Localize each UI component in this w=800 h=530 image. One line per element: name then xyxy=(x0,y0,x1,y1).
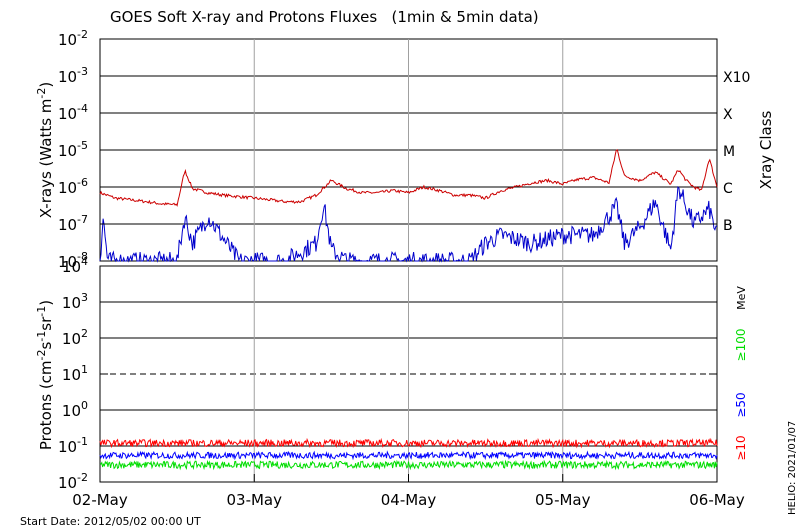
xray-y-tick-label: 10-4 xyxy=(58,102,88,123)
proton-y-ticks: 10-2 10-1 100 101 102 103 104 xyxy=(58,255,717,492)
xray-class-axis-label: Xray Class xyxy=(757,110,775,189)
xray-y-tick-label: 10-7 xyxy=(58,213,88,234)
proton-series-0 xyxy=(99,437,718,449)
xray-short-series xyxy=(99,185,718,263)
x-tick-label: 03-May xyxy=(226,491,282,509)
proton-legend-entry: ≥50 xyxy=(734,392,748,417)
proton-y-tick-label: 10-2 xyxy=(58,471,88,492)
proton-y-tick-label: 101 xyxy=(62,363,88,384)
xray-class-label: C xyxy=(723,181,733,197)
proton-gridlines xyxy=(100,266,717,482)
proton-legend-entry: ≥100 xyxy=(734,329,748,362)
proton-y-tick-label: 104 xyxy=(62,255,88,276)
proton-series-2 xyxy=(99,459,718,471)
xray-y-axis-label: X-rays (Watts m-2) xyxy=(35,82,55,218)
x-tick-label: 04-May xyxy=(381,491,437,509)
helio-tag: HELIO: 2021/01/07 xyxy=(787,421,798,515)
xray-y-tick-label: 10-8 xyxy=(58,250,88,271)
proton-legend-entry: ≥10 xyxy=(734,435,748,460)
start-date-label: Start Date: 2012/05/02 00:00 UT xyxy=(20,515,201,528)
xray-class-labels: B C M X X10 xyxy=(723,70,750,234)
proton-y-tick-label: 102 xyxy=(62,327,88,348)
xray-gridlines xyxy=(100,39,717,261)
proton-legend: ≥10 ≥50 ≥100 xyxy=(734,329,748,461)
xray-class-label: M xyxy=(723,144,735,160)
xray-panel: 10-8 10-7 10-6 10-5 10-4 10-3 10-2 B C M X X10 X-r… xyxy=(35,28,775,271)
proton-series-1 xyxy=(99,450,718,461)
proton-series-group xyxy=(99,437,718,471)
xray-long-series xyxy=(99,149,718,207)
proton-y-tick-label: 10-1 xyxy=(58,435,88,456)
x-tick-labels: 02-May 03-May 04-May 05-May 06-May xyxy=(72,474,745,509)
xray-class-label: X xyxy=(723,107,733,123)
xray-class-label: B xyxy=(723,218,733,234)
x-tick-label: 06-May xyxy=(689,491,745,509)
x-tick-label: 02-May xyxy=(72,491,128,509)
xray-y-tick-label: 10-5 xyxy=(58,139,88,160)
proton-panel: 10-2 10-1 100 101 102 103 104 Protons (cm-2s-1… xyxy=(35,255,748,492)
xray-y-tick-label: 10-3 xyxy=(58,65,88,86)
proton-y-tick-label: 100 xyxy=(62,399,88,420)
proton-unit-label: MeV xyxy=(735,286,748,310)
xray-y-tick-label: 10-6 xyxy=(58,176,88,197)
xray-series-group xyxy=(99,149,718,263)
x-tick-label: 05-May xyxy=(535,491,591,509)
proton-y-tick-label: 103 xyxy=(62,291,88,312)
xray-class-label: X10 xyxy=(723,70,750,86)
chart-title: GOES Soft X-ray and Protons Fluxes (1min… xyxy=(110,8,539,26)
proton-y-axis-label: Protons (cm-2s-1sr-1) xyxy=(35,300,55,450)
xray-y-ticks: 10-8 10-7 10-6 10-5 10-4 10-3 10-2 xyxy=(58,28,717,271)
xray-y-tick-label: 10-2 xyxy=(58,28,88,49)
